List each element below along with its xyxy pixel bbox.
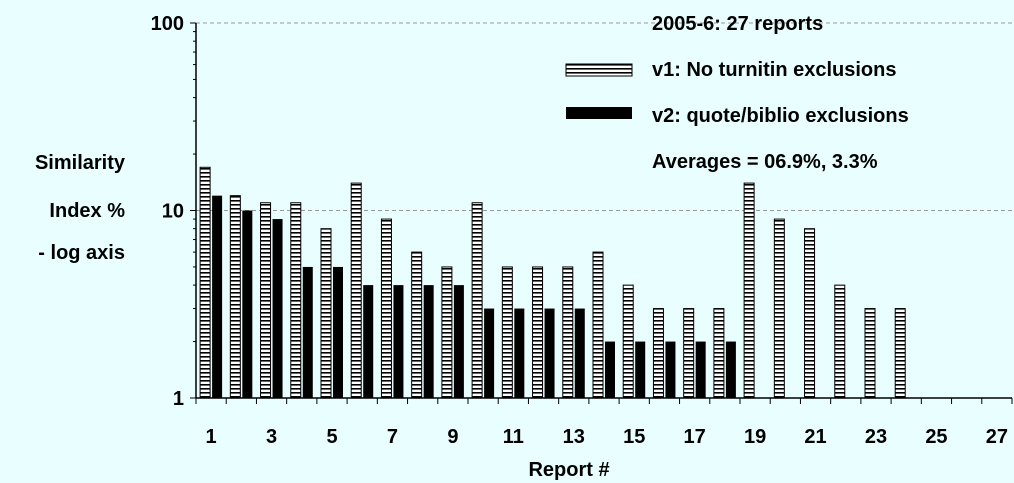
bar-v2 xyxy=(544,308,555,398)
bar-v1 xyxy=(743,182,755,399)
bar-v2 xyxy=(242,210,253,398)
bar-v2 xyxy=(635,341,646,398)
bar-v1 xyxy=(652,308,664,399)
x-tick-label: 25 xyxy=(925,426,947,448)
bar-v1 xyxy=(894,308,906,399)
bar-v1 xyxy=(380,218,392,399)
x-tick-label: 17 xyxy=(684,426,706,448)
y-axis-title-line-2: Index % xyxy=(49,200,125,222)
bar-v1 xyxy=(229,195,241,399)
bar-v1 xyxy=(411,251,423,399)
bar-v1 xyxy=(532,266,544,399)
x-tick-label: 21 xyxy=(804,426,826,448)
legend: v1: No turnitin exclusions v2: quote/bib… xyxy=(565,59,909,127)
bar-v1 xyxy=(804,228,816,399)
x-tick-label: 15 xyxy=(623,426,645,448)
bar-v1 xyxy=(834,284,846,399)
y-tick-label: 1 xyxy=(173,388,184,410)
x-tick-label: 11 xyxy=(503,426,524,448)
bar-v1 xyxy=(864,308,876,399)
bar-v2 xyxy=(272,219,283,398)
x-tick-label: 23 xyxy=(865,426,887,448)
axes-group xyxy=(190,22,1013,404)
legend-swatch-v2 xyxy=(566,107,632,119)
bar-v2 xyxy=(333,266,343,398)
y-tick-label: 10 xyxy=(162,201,184,223)
bar-v2 xyxy=(453,285,464,398)
bar-v1 xyxy=(622,284,634,399)
x-tick-label: 3 xyxy=(266,426,277,448)
bar-v2 xyxy=(514,308,525,398)
bar-v1 xyxy=(199,166,211,399)
bar-v1 xyxy=(773,218,785,399)
bar-v1 xyxy=(260,202,272,399)
bar-v2 xyxy=(665,341,676,398)
bar-v1 xyxy=(562,266,574,399)
bar-v2 xyxy=(695,341,706,398)
legend-swatch-v1 xyxy=(565,63,633,77)
y-tick-labels: 1 10 100 xyxy=(151,13,184,410)
bar-v2 xyxy=(605,341,615,398)
x-tick-label: 13 xyxy=(563,426,585,448)
annotation-reports: 2005-6: 27 reports xyxy=(652,13,823,35)
x-tick-labels: 1 3 5 7 9 11 13 15 17 19 21 23 25 27 xyxy=(206,426,1008,448)
y-tick-label: 100 xyxy=(151,13,184,35)
x-tick-label: 19 xyxy=(744,426,766,448)
x-tick-label: 5 xyxy=(326,426,337,448)
grid-lines xyxy=(196,22,1012,211)
bar-v1 xyxy=(501,266,513,399)
bar-v2 xyxy=(393,285,404,398)
bar-v1 xyxy=(320,228,332,399)
x-tick-label: 9 xyxy=(447,426,458,448)
annotation-averages: Averages = 06.9%, 3.3% xyxy=(652,151,878,173)
y-axis-title-line-3: - log axis xyxy=(38,242,125,264)
bar-v2 xyxy=(484,308,495,398)
bar-v1 xyxy=(350,182,362,399)
x-axis-title: Report # xyxy=(528,459,609,481)
bar-v1 xyxy=(592,251,604,399)
bar-v2 xyxy=(423,285,434,398)
bar-v2 xyxy=(574,308,585,398)
legend-label-v2: v2: quote/biblio exclusions xyxy=(652,105,909,127)
x-tick-label: 7 xyxy=(387,426,398,448)
bar-v2 xyxy=(725,341,736,398)
bar-v1 xyxy=(713,308,725,399)
bar-v2 xyxy=(212,195,223,398)
bar-v1 xyxy=(683,308,695,399)
bar-v1 xyxy=(290,202,302,399)
bar-v1 xyxy=(441,266,453,399)
bar-v2 xyxy=(363,285,374,398)
y-axis-title-line-1: Similarity xyxy=(35,152,126,174)
bar-v1 xyxy=(471,202,483,399)
legend-label-v1: v1: No turnitin exclusions xyxy=(652,59,896,81)
bars-group xyxy=(199,166,906,399)
bar-v2 xyxy=(302,266,313,398)
x-tick-label: 27 xyxy=(986,426,1008,448)
x-tick-label: 1 xyxy=(206,426,217,448)
